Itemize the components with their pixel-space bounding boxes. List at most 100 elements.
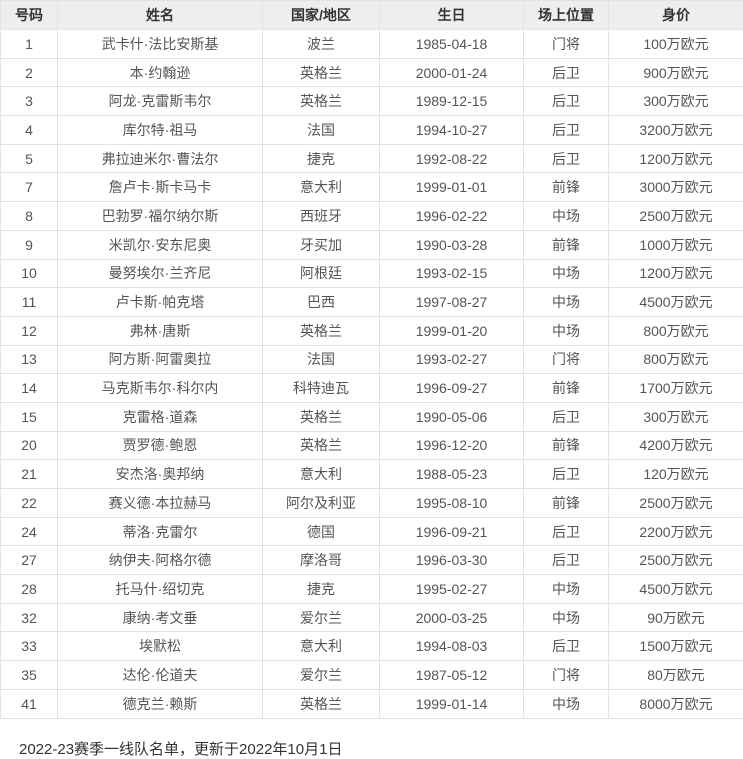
cell-market-value: 1500万欧元 (609, 632, 743, 661)
cell-position: 门将 (524, 30, 609, 59)
cell-number: 28 (1, 575, 58, 604)
cell-name: 克雷格·道森 (58, 402, 263, 431)
cell-position: 中场 (524, 603, 609, 632)
cell-birthday: 2000-01-24 (380, 58, 524, 87)
cell-market-value: 2500万欧元 (609, 202, 743, 231)
cell-number: 21 (1, 460, 58, 489)
cell-country: 法国 (263, 116, 380, 145)
cell-birthday: 1996-09-27 (380, 374, 524, 403)
cell-name: 武卡什·法比安斯基 (58, 30, 263, 59)
cell-country: 英格兰 (263, 58, 380, 87)
cell-market-value: 3200万欧元 (609, 116, 743, 145)
cell-birthday: 1996-03-30 (380, 546, 524, 575)
column-header-birthday: 生日 (380, 1, 524, 30)
cell-position: 前锋 (524, 431, 609, 460)
cell-number: 8 (1, 202, 58, 231)
cell-country: 阿根廷 (263, 259, 380, 288)
cell-number: 27 (1, 546, 58, 575)
cell-name: 阿方斯·阿雷奥拉 (58, 345, 263, 374)
cell-birthday: 1997-08-27 (380, 288, 524, 317)
cell-birthday: 1990-03-28 (380, 230, 524, 259)
cell-birthday: 1985-04-18 (380, 30, 524, 59)
cell-number: 35 (1, 661, 58, 690)
cell-birthday: 1994-10-27 (380, 116, 524, 145)
cell-birthday: 1994-08-03 (380, 632, 524, 661)
cell-number: 15 (1, 402, 58, 431)
cell-position: 后卫 (524, 632, 609, 661)
cell-name: 弗林·唐斯 (58, 316, 263, 345)
cell-position: 前锋 (524, 230, 609, 259)
cell-market-value: 2500万欧元 (609, 546, 743, 575)
cell-birthday: 1995-02-27 (380, 575, 524, 604)
cell-number: 3 (1, 87, 58, 116)
cell-position: 后卫 (524, 116, 609, 145)
cell-market-value: 1000万欧元 (609, 230, 743, 259)
footer-note: 2022-23赛季一线队名单，更新于2022年10月1日 (19, 738, 743, 759)
cell-name: 卢卡斯·帕克塔 (58, 288, 263, 317)
cell-country: 西班牙 (263, 202, 380, 231)
cell-country: 爱尔兰 (263, 603, 380, 632)
cell-number: 32 (1, 603, 58, 632)
cell-country: 意大利 (263, 460, 380, 489)
cell-country: 英格兰 (263, 402, 380, 431)
cell-position: 中场 (524, 288, 609, 317)
cell-number: 10 (1, 259, 58, 288)
cell-market-value: 1200万欧元 (609, 144, 743, 173)
cell-country: 意大利 (263, 632, 380, 661)
cell-market-value: 300万欧元 (609, 87, 743, 116)
cell-market-value: 2200万欧元 (609, 517, 743, 546)
cell-market-value: 90万欧元 (609, 603, 743, 632)
cell-country: 科特迪瓦 (263, 374, 380, 403)
cell-name: 达伦·伦道夫 (58, 661, 263, 690)
cell-position: 门将 (524, 345, 609, 374)
cell-market-value: 100万欧元 (609, 30, 743, 59)
cell-name: 马克斯韦尔·科尔内 (58, 374, 263, 403)
cell-position: 中场 (524, 202, 609, 231)
cell-number: 33 (1, 632, 58, 661)
cell-number: 7 (1, 173, 58, 202)
cell-market-value: 2500万欧元 (609, 489, 743, 518)
cell-country: 德国 (263, 517, 380, 546)
cell-name: 米凯尔·安东尼奥 (58, 230, 263, 259)
cell-market-value: 800万欧元 (609, 345, 743, 374)
cell-birthday: 1988-05-23 (380, 460, 524, 489)
cell-market-value: 1700万欧元 (609, 374, 743, 403)
cell-market-value: 4200万欧元 (609, 431, 743, 460)
cell-country: 英格兰 (263, 689, 380, 718)
cell-market-value: 800万欧元 (609, 316, 743, 345)
column-header-country: 国家/地区 (263, 1, 380, 30)
cell-country: 英格兰 (263, 431, 380, 460)
cell-position: 后卫 (524, 58, 609, 87)
cell-country: 阿尔及利亚 (263, 489, 380, 518)
cell-number: 4 (1, 116, 58, 145)
cell-number: 11 (1, 288, 58, 317)
cell-position: 门将 (524, 661, 609, 690)
cell-name: 弗拉迪米尔·曹法尔 (58, 144, 263, 173)
cell-number: 41 (1, 689, 58, 718)
cell-number: 5 (1, 144, 58, 173)
column-header-position: 场上位置 (524, 1, 609, 30)
cell-position: 前锋 (524, 374, 609, 403)
cell-name: 詹卢卡·斯卡马卡 (58, 173, 263, 202)
cell-country: 英格兰 (263, 316, 380, 345)
cell-birthday: 1996-09-21 (380, 517, 524, 546)
column-header-market-value: 身价 (609, 1, 743, 30)
cell-name: 康纳·考文垂 (58, 603, 263, 632)
cell-market-value: 1200万欧元 (609, 259, 743, 288)
cell-birthday: 1993-02-15 (380, 259, 524, 288)
cell-birthday: 1999-01-20 (380, 316, 524, 345)
cell-position: 前锋 (524, 173, 609, 202)
